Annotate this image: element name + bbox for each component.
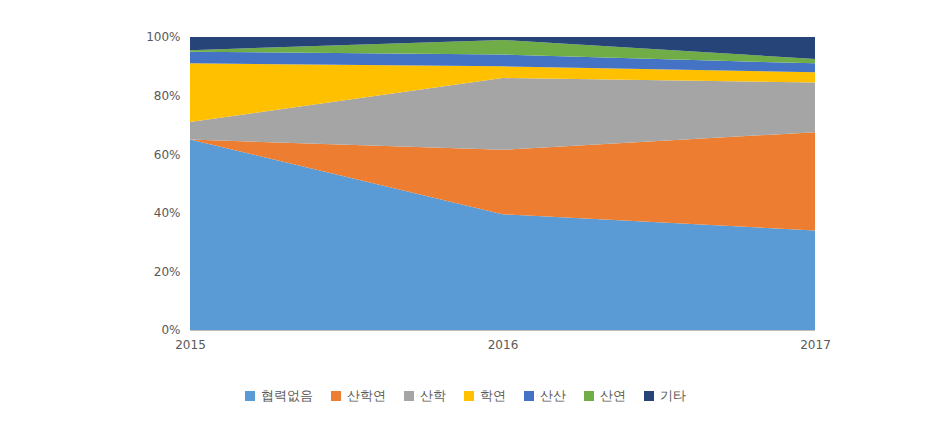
svg-text:80%: 80% [154,89,181,103]
svg-text:40%: 40% [154,206,181,220]
svg-text:20%: 20% [154,265,181,279]
html-text:산학: 산학 [420,388,446,403]
html-text:산연: 산연 [600,388,626,403]
html-text:학연: 학연 [480,388,506,403]
svg-text:2017: 2017 [800,338,831,352]
html-text:협력없음: 협력없음 [261,388,313,403]
svg-text:2016: 2016 [488,338,519,352]
html-text:산학연: 산학연 [347,388,386,403]
svg-text:60%: 60% [154,148,181,162]
html-text:산산: 산산 [540,388,566,403]
svg-text:100%: 100% [146,30,180,44]
html-text:기타: 기타 [660,388,686,403]
svg-text:2015: 2015 [175,338,206,352]
svg-text:0%: 0% [161,323,180,337]
